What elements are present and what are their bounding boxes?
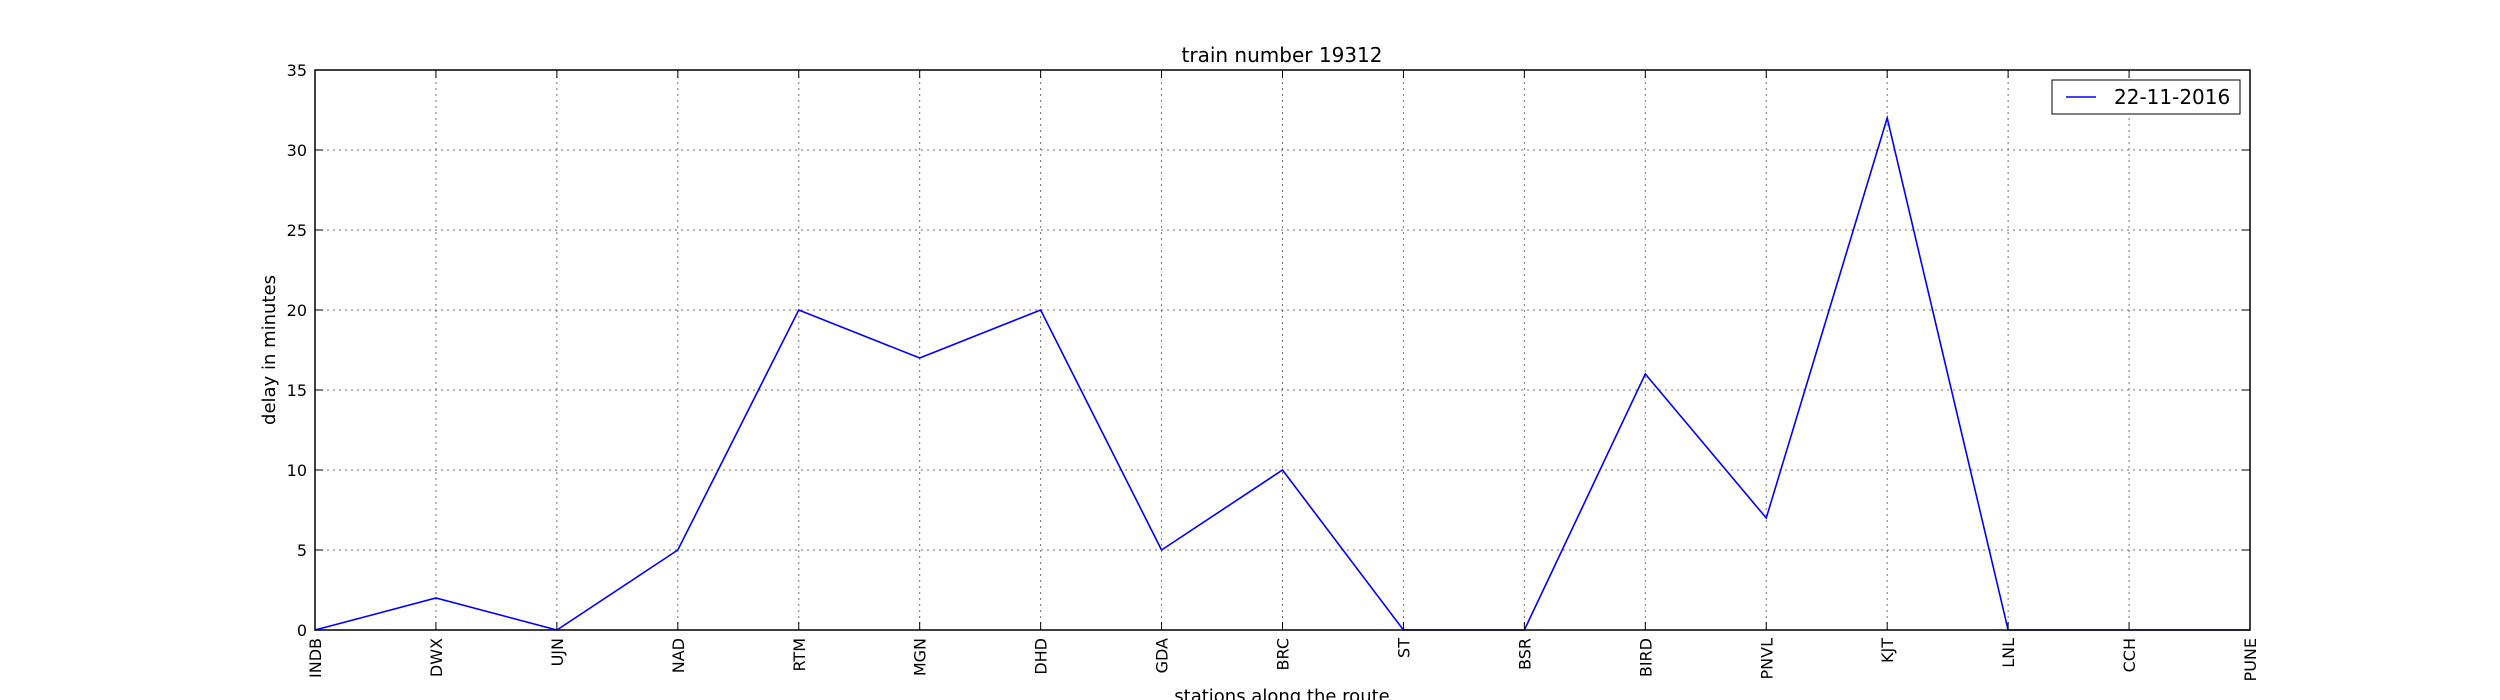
series-line [314,114,2250,631]
legend: 22-11-2016 [2051,79,2241,115]
x-tick-label: DHD [1032,638,1051,675]
x-tick-label: BSR [1515,638,1534,670]
x-tick-label: RTM [790,638,809,672]
x-tick-label: MGN [911,638,930,676]
x-tick-label: PUNE [2241,638,2260,681]
y-tick-label: 0 [297,621,307,640]
x-tick-label: GDA [1153,638,1172,673]
x-tick-label: DWX [427,638,446,677]
series-layer [314,114,2250,631]
y-tick-label: 30 [287,141,307,160]
x-tick-label: CCH [2120,638,2139,672]
axis-ticks [314,69,2251,631]
x-tick-labels: INDB DWX UJN NAD RTM MGN DHD GDA BRC ST BSR BIRD PNV… [306,638,2260,682]
x-axis-title: stations along the route [1174,686,1389,700]
y-tick-label: 20 [287,301,307,320]
legend-label: 22-11-2016 [2114,85,2230,109]
x-tick-label: BIRD [1636,638,1655,677]
y-tick-label: 35 [287,61,307,80]
y-tick-label: 25 [287,221,307,240]
y-tick-labels: 0 5 10 15 20 25 30 35 [287,61,307,640]
y-tick-label: 15 [287,381,307,400]
grid [314,69,2251,631]
x-tick-label: PNVL [1757,638,1776,680]
x-tick-label: INDB [306,638,325,678]
x-tick-label: LNL [1999,638,2018,668]
y-tick-label: 5 [297,541,307,560]
x-tick-label: NAD [669,638,688,673]
x-tick-label: KJT [1878,638,1897,663]
x-tick-label: BRC [1274,638,1293,670]
y-tick-label: 10 [287,461,307,480]
x-tick-label: UJN [548,638,567,666]
y-axis-title: delay in minutes [259,275,280,425]
chart-title: train number 19312 [1182,43,1383,67]
x-tick-label: ST [1394,638,1413,658]
